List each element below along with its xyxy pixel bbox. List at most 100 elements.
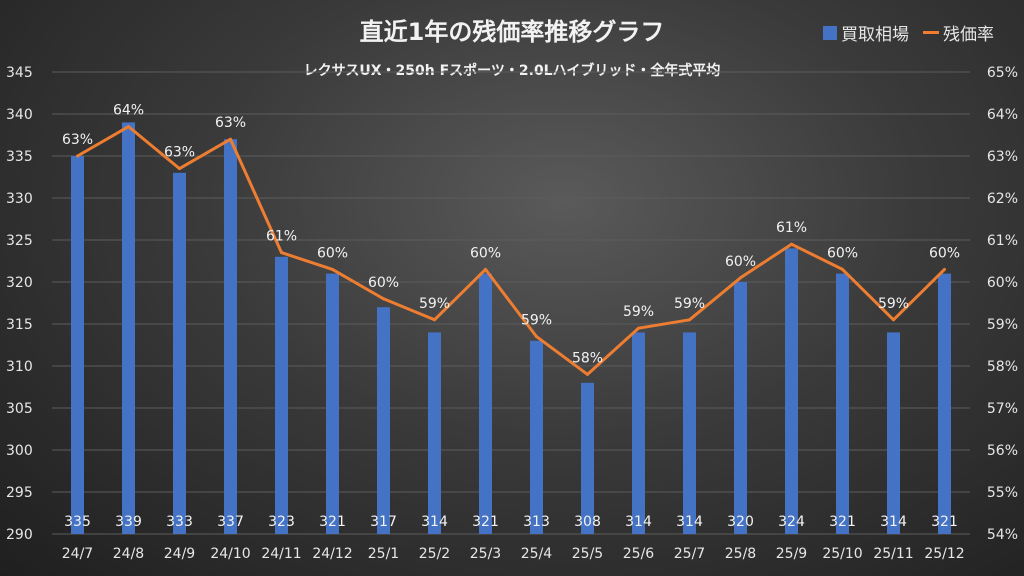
right-tick-label: 62%: [987, 191, 1018, 207]
line-value-label: 61%: [266, 229, 297, 245]
bar: [224, 139, 237, 534]
bar-value-label: 308: [574, 514, 601, 530]
chart-title: 直近1年の残価率推移グラフ: [359, 18, 665, 46]
line-value-label: 60%: [725, 254, 756, 270]
bar-value-label: 323: [268, 514, 295, 530]
line-point: [331, 267, 334, 271]
bar: [785, 248, 798, 534]
line-value-label: 59%: [419, 296, 450, 312]
legend: 買取相場 残価率: [823, 20, 994, 45]
line-point: [892, 318, 895, 322]
bar: [836, 273, 849, 534]
x-tick-label: 25/5: [572, 546, 603, 562]
line-series: [76, 125, 946, 376]
line-point: [943, 267, 946, 271]
line-point: [127, 125, 130, 129]
bar-value-label: 321: [319, 514, 346, 530]
line-point: [484, 267, 487, 271]
x-tick-label: 25/7: [674, 546, 705, 562]
legend-label-line: 残価率: [943, 25, 994, 45]
left-tick-label: 345: [6, 65, 33, 81]
left-tick-label: 315: [6, 317, 33, 333]
x-tick-label: 25/9: [776, 546, 807, 562]
bar-value-label: 324: [778, 514, 805, 530]
bar: [887, 332, 900, 534]
line-value-label: 60%: [317, 245, 348, 261]
right-tick-label: 61%: [987, 233, 1018, 249]
left-tick-label: 335: [6, 149, 33, 165]
line-point: [688, 318, 691, 322]
x-tick-label: 25/1: [368, 546, 399, 562]
line-value-label: 59%: [521, 313, 552, 329]
left-tick-label: 295: [6, 485, 33, 501]
line-value-label: 63%: [164, 145, 195, 161]
x-tick-label: 24/10: [210, 546, 250, 562]
line-point: [433, 318, 436, 322]
line-point: [382, 297, 385, 301]
line-point: [178, 167, 181, 171]
x-tick-label: 24/12: [312, 546, 352, 562]
bar: [581, 382, 594, 534]
line-value-label: 59%: [674, 296, 705, 312]
bar-value-label: 314: [676, 514, 703, 530]
line-value-label: 61%: [776, 220, 807, 236]
bar: [326, 273, 339, 534]
line-value-label: 60%: [827, 245, 858, 261]
right-tick-label: 65%: [987, 65, 1018, 81]
x-tick-label: 24/11: [261, 546, 301, 562]
line-point: [637, 326, 640, 330]
bar-value-label: 314: [880, 514, 907, 530]
bar-value-label: 317: [370, 514, 397, 530]
line-value-label: 64%: [113, 103, 144, 119]
left-tick-label: 310: [6, 359, 33, 375]
line-point: [586, 372, 589, 376]
x-tick-label: 24/8: [113, 546, 144, 562]
left-tick-label: 320: [6, 275, 33, 291]
legend-item-line: 残価率: [923, 20, 994, 45]
right-tick-label: 64%: [987, 107, 1018, 123]
line-value-label: 63%: [215, 115, 246, 131]
right-tick-label: 63%: [987, 149, 1018, 165]
x-tick-label: 24/7: [62, 546, 93, 562]
right-tick-label: 60%: [987, 275, 1018, 291]
left-tick-label: 340: [6, 107, 33, 123]
bar-value-label: 314: [421, 514, 448, 530]
bar-value-label: 339: [115, 514, 142, 530]
left-tick-label: 300: [6, 443, 33, 459]
x-tick-label: 25/12: [924, 546, 964, 562]
bar: [428, 332, 441, 534]
x-tick-label: 24/9: [164, 546, 195, 562]
x-tick-label: 25/6: [623, 546, 655, 562]
line-value-label: 60%: [368, 275, 399, 291]
bar-value-label: 313: [523, 514, 550, 530]
left-tick-label: 290: [6, 527, 33, 543]
x-tick-label: 25/11: [873, 546, 913, 562]
right-tick-label: 55%: [987, 485, 1018, 501]
bar: [479, 273, 492, 534]
line-point: [76, 154, 79, 158]
bar: [530, 340, 543, 534]
left-tick-label: 330: [6, 191, 33, 207]
line-value-label: 60%: [470, 245, 501, 261]
bar: [71, 156, 84, 534]
bar: [683, 332, 696, 534]
right-tick-label: 59%: [987, 317, 1018, 333]
line-value-label: 58%: [572, 350, 603, 366]
line-value-label: 59%: [878, 296, 909, 312]
line-point: [229, 137, 232, 141]
bar-value-label: 335: [64, 514, 91, 530]
line-point: [535, 335, 538, 339]
line-point: [739, 276, 742, 280]
bar-value-label: 320: [727, 514, 754, 530]
bar: [632, 332, 645, 534]
bar-value-label: 337: [217, 514, 244, 530]
legend-label-bar: 買取相場: [841, 25, 909, 45]
line-value-label: 60%: [929, 245, 960, 261]
right-tick-label: 54%: [987, 527, 1018, 543]
left-tick-label: 305: [6, 401, 33, 417]
bar-value-label: 321: [472, 514, 499, 530]
bar: [734, 282, 747, 534]
line-point: [280, 251, 283, 255]
bar-value-label: 321: [931, 514, 958, 530]
right-tick-label: 57%: [987, 401, 1018, 417]
